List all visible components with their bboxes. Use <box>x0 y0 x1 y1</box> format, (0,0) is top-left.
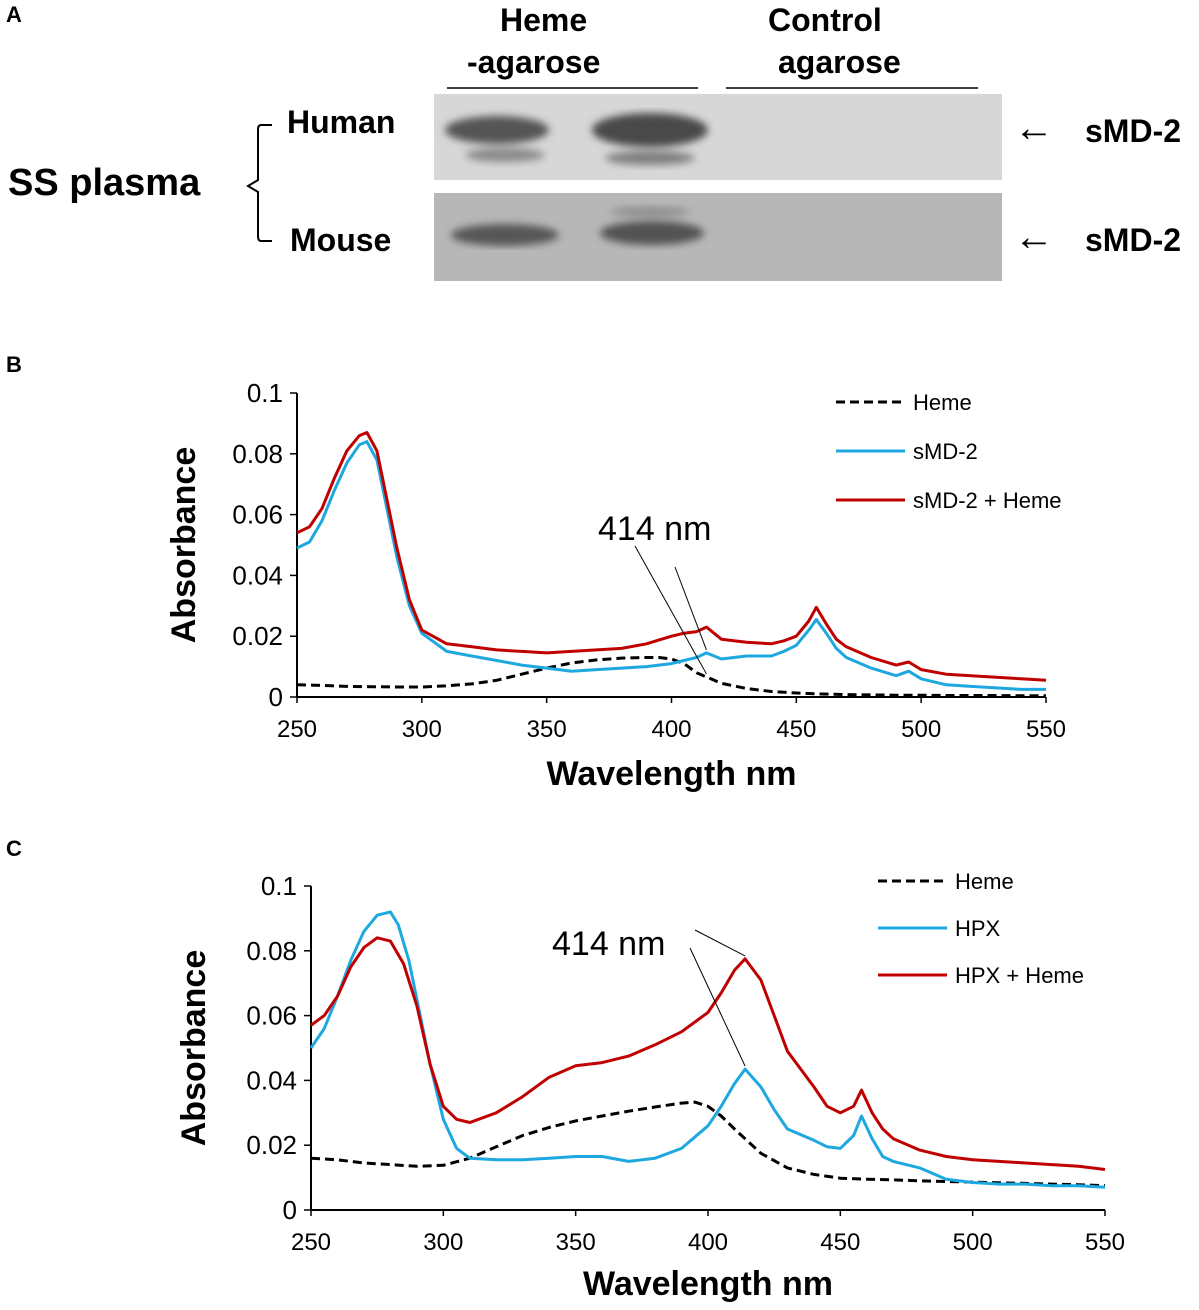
heme-agarose-header-line2: -agarose <box>467 44 601 80</box>
panel-b-legend-label: sMD-2 <box>913 439 978 464</box>
panel-b-y-tick-label: 0.08 <box>232 439 283 469</box>
panel-b-legend-label: Heme <box>913 390 972 415</box>
chart-panel-c: 0 0.02 0.04 0.06 0.08 0.1 250 300 350 400 450 500 55… <box>175 869 1125 1303</box>
panel-label-c: C <box>6 836 22 861</box>
panel-c-y-tick-label: 0.1 <box>261 871 297 901</box>
panel-b-x-tick-label: 300 <box>402 716 442 743</box>
mouse-band-1 <box>451 224 559 246</box>
mouse-band-label: sMD-2 <box>1085 222 1182 258</box>
panel-c-series-hpx-heme <box>310 936 1106 1171</box>
panel-b-series-smd-2 <box>296 440 1046 691</box>
panel-c-y-tick-label: 0.08 <box>246 936 297 966</box>
panel-c-x-tick-label: 550 <box>1085 1229 1125 1256</box>
panel-c-legend-label: Heme <box>955 869 1014 894</box>
panel-b-x-tick-label: 550 <box>1026 716 1066 743</box>
panel-label-b: B <box>6 352 22 377</box>
panel-b-y-tick-label: 0.02 <box>232 621 283 651</box>
human-row-label: Human <box>287 104 396 140</box>
panel-c-x-tick-label: 250 <box>291 1229 331 1256</box>
ss-plasma-bracket <box>246 124 272 242</box>
mouse-arrow-icon: ← <box>1014 215 1054 259</box>
panel-c-legend-label: HPX <box>955 916 1001 941</box>
panel-c-annotation-leader <box>689 947 746 1067</box>
human-band-2 <box>592 113 708 147</box>
mouse-band-2-faint <box>610 207 690 217</box>
panel-b-y-tick-label: 0 <box>269 682 283 712</box>
panel-b-x-tick-label: 400 <box>651 716 691 743</box>
panel-b-series-smd-2-heme <box>296 431 1047 682</box>
panel-b-x-tick-label: 350 <box>527 716 567 743</box>
panel-c-x-tick-label: 300 <box>423 1229 463 1256</box>
panel-b-series-heme <box>296 656 1046 698</box>
panel-c-y-axis-label: Absorbance <box>175 950 213 1147</box>
ss-plasma-label: SS plasma <box>8 162 201 204</box>
panel-b-annotation-leader <box>674 566 707 651</box>
panel-c-x-axis-label: Wavelength nm <box>583 1265 833 1303</box>
panel-c-series-hpx <box>309 910 1106 1189</box>
panel-b-annotation-414nm: 414 nm <box>598 510 711 548</box>
heme-agarose-header-line1: Heme <box>500 2 588 38</box>
mouse-row-label: Mouse <box>290 222 392 258</box>
human-arrow-icon: ← <box>1014 106 1054 150</box>
panel-c-legend-label: HPX + Heme <box>955 963 1084 988</box>
human-band-1 <box>445 116 549 144</box>
panel-b-y-tick-label: 0.1 <box>247 378 283 408</box>
panel-c-annotation-414nm: 414 nm <box>552 925 665 963</box>
panel-c-y-tick-label: 0 <box>283 1195 297 1225</box>
chart-panel-b: 0 0.02 0.04 0.06 0.08 0.1 250 300 350 400 450 500 55… <box>165 378 1066 793</box>
blot-figure <box>246 87 1002 281</box>
control-agarose-header-line2: agarose <box>778 44 901 80</box>
panel-c-x-tick-label: 350 <box>556 1229 596 1256</box>
panel-c-series-heme <box>310 1100 1106 1188</box>
panel-b-annotation-leader <box>634 545 707 675</box>
human-band-1-smear <box>465 148 545 162</box>
panel-b-legend-label: sMD-2 + Heme <box>913 488 1062 513</box>
panel-c-x-tick-label: 500 <box>953 1229 993 1256</box>
human-band-label: sMD-2 <box>1085 113 1182 149</box>
panel-b-x-tick-label: 450 <box>776 716 816 743</box>
panel-b-x-tick-label: 250 <box>277 716 317 743</box>
panel-b-y-tick-label: 0.04 <box>232 560 283 590</box>
panel-c-x-tick-label: 450 <box>820 1229 860 1256</box>
panel-c-y-tick-label: 0.06 <box>246 1001 297 1031</box>
panel-c-y-tick-label: 0.04 <box>246 1065 297 1095</box>
panel-c-x-tick-label: 400 <box>688 1229 728 1256</box>
panel-label-a: A <box>6 2 22 27</box>
mouse-band-2 <box>600 221 704 245</box>
panel-b-y-axis-label: Absorbance <box>165 447 203 644</box>
panel-c-y-tick-label: 0.02 <box>246 1130 297 1160</box>
panel-b-x-axis-label: Wavelength nm <box>547 755 797 793</box>
panel-c-annotation-leader <box>694 929 746 957</box>
control-agarose-header-line1: Control <box>768 2 882 38</box>
panel-b-y-tick-label: 0.06 <box>232 500 283 530</box>
panel-b-x-tick-label: 500 <box>901 716 941 743</box>
human-band-2-smear <box>605 151 695 165</box>
